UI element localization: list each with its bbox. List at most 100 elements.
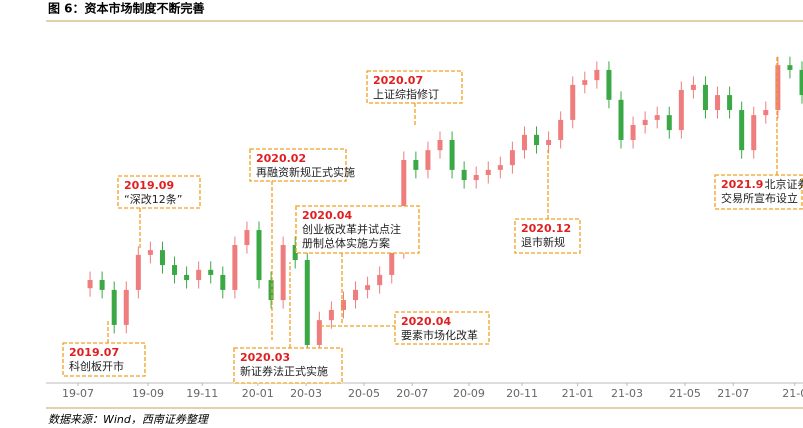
candle-body	[244, 230, 250, 246]
candle-body	[521, 134, 527, 151]
annotation-text: 创业板改革并试点注	[302, 222, 401, 236]
annotation-box	[62, 342, 146, 377]
x-tick-label: 20-05	[348, 387, 380, 400]
annotation-date: 2020.02	[256, 152, 306, 165]
candle-body	[751, 115, 757, 151]
annotation-date: 2020.04	[302, 209, 352, 222]
annotation-box	[233, 347, 343, 384]
candle-body	[654, 115, 660, 120]
annotation-text: 北京证券	[764, 177, 803, 191]
annotation-box	[117, 175, 201, 209]
annotation-text: 册制总体实施方案	[302, 236, 390, 250]
candle-body	[473, 174, 479, 181]
annotation-date: 2019.07	[69, 346, 119, 359]
candle-body	[256, 230, 262, 281]
candle-body	[99, 280, 105, 290]
candle-body	[316, 320, 322, 345]
x-tick-label: 20-07	[396, 387, 428, 400]
candle-body	[340, 300, 346, 310]
candle-body	[509, 150, 515, 166]
annotation-box	[295, 205, 420, 254]
x-tick-label: 21-07	[717, 387, 749, 400]
candle-body	[87, 280, 93, 289]
candle-body	[534, 134, 540, 146]
x-tick-label: 20-09	[453, 387, 485, 400]
x-tick-label: 21-01	[562, 387, 594, 400]
annotation-box	[714, 174, 803, 210]
candle-body	[135, 254, 141, 290]
candle-body	[485, 169, 491, 175]
x-tick-label: 20-01	[242, 387, 274, 400]
candle-body	[292, 245, 298, 260]
annotation-date: 2020.07	[373, 74, 423, 87]
x-tick-label: 19-11	[186, 387, 218, 400]
candle-body	[196, 269, 202, 281]
annotation-text: 科创板开市	[69, 359, 124, 373]
annotation-box	[394, 311, 490, 345]
candle-body	[328, 309, 334, 321]
candle-body	[184, 274, 190, 281]
annotation-text: “深改12条”	[124, 192, 182, 206]
candle-body	[461, 169, 467, 181]
candle-body	[739, 110, 745, 151]
annotation-box	[249, 148, 347, 182]
candle-body	[546, 139, 552, 146]
candle-body	[268, 280, 274, 301]
candle-body	[582, 80, 588, 85]
candle-body	[147, 250, 153, 255]
annotation-date: 2020.12	[521, 222, 571, 235]
candle-body	[159, 250, 165, 266]
candle-body	[389, 250, 395, 275]
candle-body	[377, 274, 383, 286]
candle-body	[123, 289, 129, 325]
candle-body	[413, 160, 419, 170]
x-tick-label: 19-09	[132, 387, 164, 400]
annotation-text: 要素市场化改革	[401, 328, 478, 342]
candle-body	[172, 265, 178, 275]
x-tick-label: 20-03	[290, 387, 322, 400]
x-tick-label: 21-0	[782, 387, 803, 400]
candle-body	[497, 165, 503, 170]
candle-body	[232, 245, 238, 290]
annotation-box	[514, 218, 581, 254]
candle-body	[763, 110, 769, 116]
candle-body	[111, 289, 117, 325]
candle-body	[280, 245, 286, 301]
candle-body	[401, 160, 407, 251]
candle-body	[570, 84, 576, 120]
candle-body	[208, 269, 214, 275]
annotation-text: 再融资新规正式实施	[256, 165, 355, 179]
annotation-date: 2020.03	[240, 351, 290, 364]
candle-body	[449, 139, 455, 170]
annotation-text: 新证券法正式实施	[240, 364, 328, 378]
candle-body	[702, 84, 708, 111]
candle-body	[678, 89, 684, 131]
candle-body	[365, 285, 371, 290]
x-tick-label: 21-05	[669, 387, 701, 400]
candle-body	[787, 65, 793, 70]
candle-body	[690, 84, 696, 90]
annotation-box	[366, 70, 463, 104]
x-tick-label: 19-07	[62, 387, 94, 400]
annotation-date: 2019.09	[124, 179, 174, 192]
candle-body	[425, 150, 431, 170]
candle-body	[606, 69, 612, 100]
candle-body	[799, 69, 803, 96]
annotation-text: 上证综指修订	[373, 87, 439, 101]
x-tick-label: 20-11	[506, 387, 538, 400]
candle-body	[630, 125, 636, 140]
candle-body	[353, 289, 359, 301]
candle-body	[220, 274, 226, 290]
candle-body	[594, 69, 600, 81]
annotation-date: 2021.9	[721, 178, 763, 191]
source-note: 数据来源：Wind，西南证券整理	[48, 413, 210, 426]
x-tick-label: 21-03	[611, 387, 643, 400]
candle-body	[775, 65, 781, 111]
annotation-date: 2020.04	[401, 315, 451, 328]
candle-body	[558, 119, 564, 140]
annotation-text: 交易所宣布设立	[721, 191, 798, 205]
candle-body	[618, 99, 624, 140]
candle-body	[666, 115, 672, 131]
candle-body	[715, 95, 721, 111]
candle-body	[437, 139, 443, 151]
